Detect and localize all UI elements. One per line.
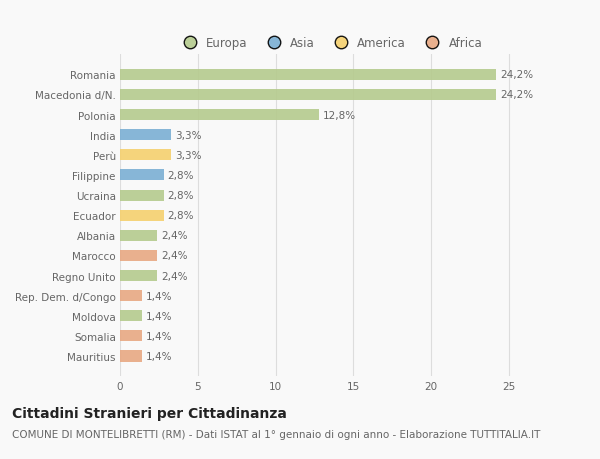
Text: 2,8%: 2,8% — [167, 171, 194, 180]
Bar — [120, 351, 142, 362]
Text: 2,8%: 2,8% — [167, 190, 194, 201]
Legend: Europa, Asia, America, Africa: Europa, Asia, America, Africa — [173, 32, 487, 55]
Text: 24,2%: 24,2% — [500, 90, 533, 100]
Bar — [120, 291, 142, 302]
Text: COMUNE DI MONTELIBRETTI (RM) - Dati ISTAT al 1° gennaio di ogni anno - Elaborazi: COMUNE DI MONTELIBRETTI (RM) - Dati ISTA… — [12, 429, 541, 439]
Text: 1,4%: 1,4% — [146, 311, 172, 321]
Text: 24,2%: 24,2% — [500, 70, 533, 80]
Bar — [120, 311, 142, 322]
Bar — [120, 90, 496, 101]
Bar — [120, 110, 319, 121]
Text: 2,8%: 2,8% — [167, 211, 194, 221]
Bar — [120, 210, 164, 221]
Text: 1,4%: 1,4% — [146, 351, 172, 361]
Bar — [120, 170, 164, 181]
Text: 12,8%: 12,8% — [323, 110, 356, 120]
Text: 2,4%: 2,4% — [161, 231, 188, 241]
Bar — [120, 70, 496, 81]
Text: 1,4%: 1,4% — [146, 331, 172, 341]
Bar — [120, 150, 172, 161]
Bar — [120, 230, 157, 241]
Bar — [120, 270, 157, 281]
Text: 2,4%: 2,4% — [161, 251, 188, 261]
Text: 3,3%: 3,3% — [175, 151, 202, 161]
Text: 1,4%: 1,4% — [146, 291, 172, 301]
Bar — [120, 330, 142, 341]
Bar — [120, 130, 172, 141]
Text: Cittadini Stranieri per Cittadinanza: Cittadini Stranieri per Cittadinanza — [12, 406, 287, 420]
Text: 2,4%: 2,4% — [161, 271, 188, 281]
Bar — [120, 190, 164, 201]
Bar — [120, 250, 157, 262]
Text: 3,3%: 3,3% — [175, 130, 202, 140]
